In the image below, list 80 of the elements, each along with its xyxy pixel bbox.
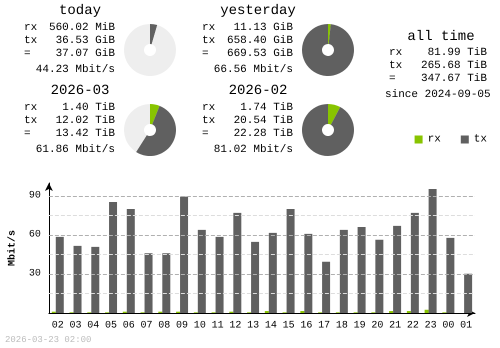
text: 81.02 Mbit/s — [212, 144, 293, 157]
bar — [126, 209, 135, 313]
chart-title: yesterday — [219, 3, 297, 19]
x-tick-label: 19 — [354, 320, 366, 332]
text: = 669.53 GiB — [202, 48, 293, 60]
text: tx 20.54 TiB — [202, 115, 293, 127]
x-tick-label: 21 — [389, 320, 402, 332]
bar — [56, 236, 64, 313]
x-tick-label: 11 — [212, 320, 224, 332]
bar — [428, 188, 437, 313]
y-tick-label: 90 — [28, 190, 41, 202]
bar — [233, 212, 242, 313]
bar — [180, 196, 188, 313]
text: = 13.42 TiB — [24, 128, 115, 140]
text: tx 265.68 TiB — [389, 60, 487, 72]
bar — [358, 226, 366, 313]
x-tick-label: 05 — [105, 320, 118, 332]
bar — [322, 262, 330, 313]
text: rx 81.99 TiB — [389, 47, 487, 59]
x-tick-label: 13 — [247, 320, 260, 332]
x-tick-label: 20 — [371, 320, 384, 332]
x-tick-label: 18 — [336, 320, 348, 332]
bar — [216, 236, 224, 313]
x-tick-label: 00 — [442, 320, 454, 332]
x-tick-label: 07 — [140, 320, 153, 332]
bar — [198, 230, 206, 313]
bar — [410, 212, 419, 313]
text: all time — [406, 29, 476, 45]
x-tick-label: 23 — [424, 320, 437, 332]
bar — [268, 232, 277, 313]
chart-title: 2026-02 — [228, 83, 288, 99]
bar — [424, 310, 429, 313]
bar — [340, 230, 348, 313]
text: tx 12.02 TiB — [24, 115, 115, 127]
x-tick-label: 01 — [460, 320, 472, 332]
bar — [109, 202, 118, 313]
x-tick-label: 02 — [52, 320, 64, 332]
text: 66.56 Mbit/s — [212, 64, 293, 77]
text: = 22.28 TiB — [202, 128, 293, 140]
y-tick-label: 60 — [28, 230, 41, 240]
bar — [74, 246, 82, 313]
bar — [286, 209, 295, 313]
bar — [91, 246, 100, 313]
x-tick-label: 15 — [282, 320, 295, 332]
text: rx 1.74 TiB — [202, 102, 293, 114]
bar — [251, 242, 260, 313]
text: = 37.07 GiB — [24, 48, 115, 60]
y-tick-label: 30 — [28, 268, 41, 280]
text: rx 560.02 MiB — [24, 22, 115, 35]
text: tx 36.53 GiB — [24, 35, 115, 47]
y-axis-title: Mbit/s — [6, 230, 18, 266]
legend-label: rx — [428, 134, 442, 146]
text: 44.23 Mbit/s — [34, 64, 115, 77]
text: rx 1.40 TiB — [24, 102, 115, 114]
x-tick-label: 12 — [229, 320, 242, 332]
x-tick-label: 04 — [87, 320, 100, 332]
x-tick-label: 09 — [176, 320, 188, 332]
bar — [446, 238, 454, 313]
bar — [144, 253, 153, 313]
x-tick-label: 03 — [70, 320, 82, 332]
text: rx 11.13 GiB — [202, 22, 293, 34]
x-tick-label: 10 — [194, 320, 206, 332]
text: = 347.67 TiB — [389, 73, 487, 85]
x-tick-label: 16 — [300, 320, 312, 332]
x-tick-label: 14 — [264, 320, 277, 332]
text: 61.86 Mbit/s — [34, 144, 115, 157]
x-tick-label: 08 — [158, 320, 170, 332]
bar — [375, 240, 384, 313]
bar — [162, 253, 170, 313]
bar — [304, 234, 312, 313]
x-tick-label: 22 — [406, 320, 419, 332]
x-tick-label: 17 — [318, 320, 330, 332]
text: tx 658.40 GiB — [202, 35, 293, 48]
legend-label: tx — [474, 134, 488, 146]
bar — [393, 226, 402, 313]
chart-title: 2026-03 — [50, 83, 110, 99]
text: 2026-03-23 02:00 — [5, 335, 92, 345]
x-tick-label: 06 — [122, 320, 135, 332]
chart-title: today — [58, 3, 102, 19]
text: since 2024-09-05 — [385, 89, 491, 102]
